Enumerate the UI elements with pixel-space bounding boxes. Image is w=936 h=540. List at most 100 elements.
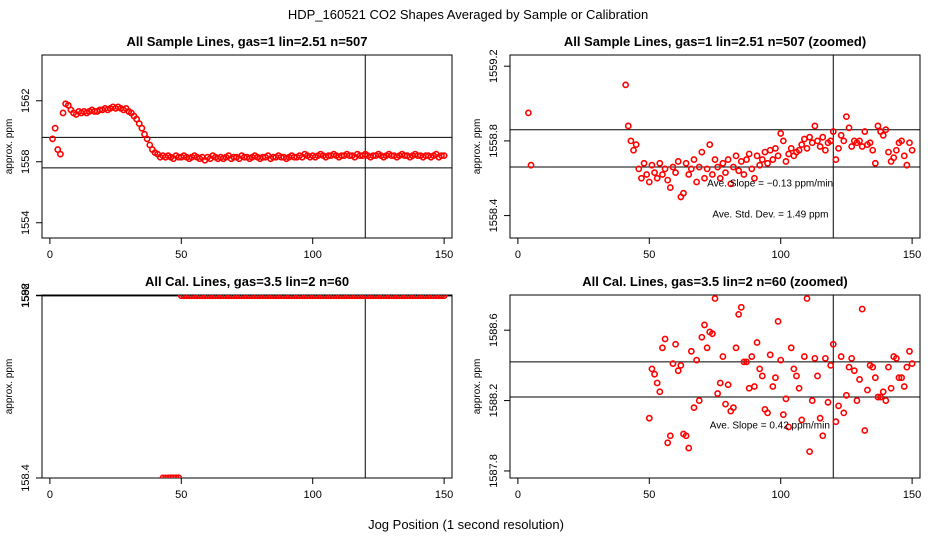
plot-frame bbox=[41, 54, 453, 239]
data-point bbox=[879, 131, 887, 139]
data-point bbox=[832, 156, 840, 163]
data-point bbox=[664, 176, 672, 184]
data-point bbox=[835, 144, 842, 152]
data-point bbox=[787, 144, 795, 152]
data-point bbox=[51, 124, 59, 132]
data-point bbox=[898, 137, 906, 145]
data-point bbox=[829, 340, 837, 348]
data-point bbox=[706, 141, 714, 149]
data-point bbox=[138, 124, 146, 132]
panels-group: All Sample Lines, gas=1 lin=2.51 n=507 0 5… bbox=[4, 34, 921, 501]
data-point bbox=[648, 365, 656, 373]
data-point bbox=[645, 414, 653, 422]
data-point bbox=[827, 361, 835, 369]
data-point bbox=[624, 122, 632, 130]
data-point bbox=[795, 146, 803, 154]
data-point bbox=[882, 126, 890, 134]
data-point bbox=[716, 174, 724, 182]
plot-area bbox=[510, 295, 920, 478]
data-point bbox=[858, 305, 866, 313]
data-point bbox=[819, 133, 827, 141]
data-point bbox=[821, 354, 829, 362]
data-point bbox=[903, 161, 911, 169]
data-point bbox=[885, 363, 892, 371]
data-point bbox=[774, 152, 782, 160]
data-point bbox=[49, 135, 56, 143]
data-point bbox=[779, 411, 787, 419]
data-point bbox=[682, 432, 690, 440]
data-point bbox=[722, 169, 729, 177]
data-point bbox=[751, 174, 758, 182]
data-point bbox=[793, 372, 800, 380]
data-point bbox=[900, 383, 908, 390]
data-point bbox=[653, 379, 661, 387]
data-point bbox=[903, 363, 911, 371]
data-point bbox=[753, 339, 761, 346]
data-point bbox=[438, 152, 445, 160]
data-point bbox=[856, 137, 863, 145]
data-point bbox=[879, 388, 887, 396]
data-point bbox=[672, 169, 679, 177]
data-point bbox=[816, 143, 824, 150]
data-point bbox=[758, 372, 766, 380]
x-tick-label: 100 bbox=[304, 249, 322, 261]
data-point bbox=[143, 135, 151, 143]
annotation-text: Ave. Slope = −0.13 ppm/min bbox=[707, 179, 833, 190]
y-tick-label: 1558.4 bbox=[488, 199, 500, 233]
data-point bbox=[724, 381, 732, 389]
data-point bbox=[440, 152, 448, 160]
data-point bbox=[666, 432, 674, 440]
data-point bbox=[729, 404, 737, 412]
data-point bbox=[843, 391, 850, 399]
data-point bbox=[806, 448, 814, 456]
panel-2: All Sample Lines, gas=1 lin=2.51 n=507 (… bbox=[472, 34, 921, 261]
figure-title: HDP_160521 CO2 Shapes Averaged by Sample… bbox=[288, 7, 648, 22]
y-axis-label: approx. ppm bbox=[4, 119, 15, 175]
data-point bbox=[687, 165, 695, 173]
data-point bbox=[803, 295, 811, 302]
y-tick-label: 1592 bbox=[20, 283, 32, 307]
data-point bbox=[806, 133, 814, 141]
data-point bbox=[895, 374, 903, 382]
data-point bbox=[630, 146, 637, 154]
data-point bbox=[814, 137, 821, 145]
data-point bbox=[808, 397, 816, 404]
data-point bbox=[661, 335, 669, 343]
x-tick-label: 100 bbox=[772, 249, 790, 261]
plot-frame bbox=[509, 294, 921, 479]
data-point bbox=[732, 152, 740, 160]
data-point bbox=[843, 113, 850, 121]
data-point bbox=[756, 161, 764, 169]
data-point bbox=[761, 148, 769, 156]
x-tick-label: 0 bbox=[515, 489, 521, 501]
data-point bbox=[840, 409, 848, 417]
y-tick-label: 1558 bbox=[20, 150, 32, 174]
data-point bbox=[769, 156, 777, 163]
data-point bbox=[837, 353, 845, 360]
x-tick-label: 100 bbox=[772, 489, 790, 501]
data-point bbox=[756, 365, 764, 373]
y-tick-label: 1587.8 bbox=[488, 454, 500, 488]
data-point bbox=[680, 189, 687, 197]
data-point bbox=[656, 159, 664, 167]
data-point bbox=[824, 398, 832, 406]
data-point bbox=[835, 402, 842, 410]
data-point bbox=[716, 379, 724, 387]
data-point bbox=[787, 344, 795, 352]
data-point bbox=[745, 150, 753, 158]
data-point bbox=[695, 163, 703, 171]
data-point bbox=[885, 148, 892, 156]
data-point bbox=[666, 184, 674, 191]
x-tick-label: 150 bbox=[903, 489, 921, 501]
data-point bbox=[622, 81, 630, 89]
data-point bbox=[821, 146, 829, 154]
y-axis-label: approx. ppm bbox=[472, 359, 483, 415]
y-axis-label: approx. ppm bbox=[4, 359, 15, 415]
data-point bbox=[740, 358, 748, 366]
plot-area bbox=[42, 295, 452, 478]
data-point bbox=[690, 404, 698, 412]
data-point bbox=[869, 363, 877, 371]
data-point bbox=[848, 354, 856, 362]
data-point bbox=[708, 330, 716, 338]
data-point bbox=[690, 156, 698, 163]
